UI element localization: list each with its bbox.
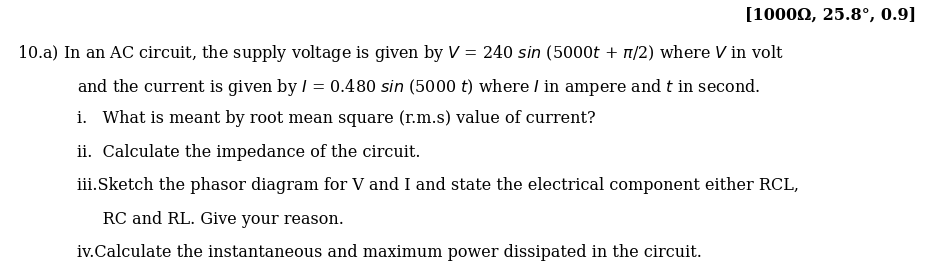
Text: and the current is given by $I$ = 0.480 $sin$ (5000 $t$) where $I$ in ampere and: and the current is given by $I$ = 0.480 …: [77, 77, 759, 98]
Text: ii.  Calculate the impedance of the circuit.: ii. Calculate the impedance of the circu…: [77, 144, 420, 161]
Text: 10.a) In an AC circuit, the supply voltage is given by $V$ = 240 $sin$ (5000$t$ : 10.a) In an AC circuit, the supply volta…: [17, 43, 784, 64]
Text: RC and RL. Give your reason.: RC and RL. Give your reason.: [77, 211, 343, 228]
Text: [1000Ω, 25.8°, 0.9]: [1000Ω, 25.8°, 0.9]: [745, 7, 916, 24]
Text: iii.Sketch the phasor diagram for V and I and state the electrical component eit: iii.Sketch the phasor diagram for V and …: [77, 177, 799, 194]
Text: iv.Calculate the instantaneous and maximum power dissipated in the circuit.: iv.Calculate the instantaneous and maxim…: [77, 244, 702, 261]
Text: i.   What is meant by root mean square (r.m.s) value of current?: i. What is meant by root mean square (r.…: [77, 110, 595, 127]
